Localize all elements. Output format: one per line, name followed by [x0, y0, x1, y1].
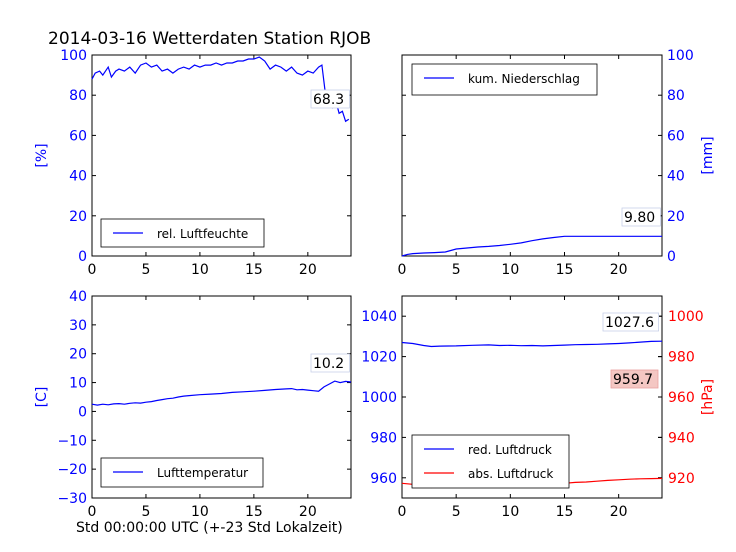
legend-label: rel. Luftfeuchte: [157, 227, 248, 241]
x-tick-label: 0: [398, 262, 407, 278]
panel-humidity: 0 5 10 15 20 0 20 40 60 80 100 [%] rel. Luftfeuchte 6…: [34, 48, 352, 278]
value-label-box: [602, 312, 659, 332]
panel-temperature: 0 5 10 15 20 −30 −20 −10 0 10 20 30 40 [C] Lufttempera…: [34, 289, 352, 520]
y-tick-label: 1040: [361, 309, 397, 325]
y-tick-label: −20: [57, 462, 87, 478]
value-label: 10.2: [313, 356, 344, 372]
y-tick-label: 20: [667, 209, 685, 225]
y-tick-label: 980: [370, 430, 397, 446]
series-line-rel-luftfeuchte: [91, 56, 350, 123]
y2-tick-label: 960: [668, 390, 695, 406]
legend-label: kum. Niederschlag: [468, 72, 580, 86]
x-tick-label: 10: [191, 262, 209, 278]
y-axis-label: [C]: [34, 387, 50, 408]
value-label-box: [310, 89, 350, 109]
series-line-lufttemperatur: [91, 380, 352, 406]
x-tick-label: 0: [398, 504, 407, 520]
legend: red. Luftdruck abs. Luftdruck: [411, 434, 570, 489]
y2-tick-label: 980: [668, 350, 695, 366]
value-label: 68.3: [313, 92, 344, 108]
y2-tick-label: 940: [668, 430, 695, 446]
x-tick-label: 15: [245, 504, 263, 520]
x-tick-label: 20: [610, 504, 628, 520]
y-tick-label: 20: [69, 347, 87, 363]
y-tick-label: 80: [69, 88, 87, 104]
x-tick-label: 0: [88, 504, 97, 520]
x-tick-label: 15: [556, 262, 574, 278]
y-axis-label: [%]: [34, 143, 50, 167]
value-label-box: [310, 353, 350, 373]
legend-box: [411, 434, 570, 489]
panel-pressure: 0 5 10 15 20 960 980 1000 1020 1040 920 940 960 980 10…: [361, 295, 716, 520]
figure-title: 2014-03-16 Wetterdaten Station RJOB: [48, 29, 371, 49]
legend-label: abs. Luftdruck: [468, 467, 553, 481]
y-tick-label: 20: [69, 209, 87, 225]
y-tick-label: 30: [69, 318, 87, 334]
y2-tick-label: 920: [668, 471, 695, 487]
panel-precipitation: 0 5 10 15 20 0 20 40 60 80 100 [mm] kum. Niederschla…: [398, 48, 716, 278]
y-tick-label: 960: [370, 471, 397, 487]
y-tick-label: 1020: [361, 350, 397, 366]
y-tick-label: 40: [667, 169, 685, 185]
value-label-box: [610, 369, 659, 389]
y-tick-label: 0: [78, 249, 87, 265]
figure-xlabel: Std 00:00:00 UTC (+-23 Std Lokalzeit): [76, 520, 343, 536]
x-tick-label: 5: [452, 504, 461, 520]
y-tick-label: 40: [69, 169, 87, 185]
legend: Lufttemperatur: [100, 457, 264, 488]
legend-label: Lufttemperatur: [157, 466, 248, 480]
value-label: 959.7: [613, 372, 653, 388]
x-tick-label: 15: [245, 262, 263, 278]
x-tick-label: 0: [88, 262, 97, 278]
y-tick-label: −30: [57, 491, 87, 507]
y-tick-label: 40: [69, 289, 87, 305]
y-tick-label: 10: [69, 376, 87, 392]
value-label-box: [621, 207, 661, 227]
y-tick-label: 1000: [361, 390, 397, 406]
x-tick-label: 5: [141, 504, 150, 520]
x-tick-label: 20: [299, 262, 317, 278]
value-label: 9.80: [624, 210, 655, 226]
x-tick-label: 15: [556, 504, 574, 520]
y2-tick-label: 1000: [668, 309, 704, 325]
y-axis-label: [mm]: [700, 136, 716, 174]
y-tick-label: 60: [667, 128, 685, 144]
x-tick-label: 5: [141, 262, 150, 278]
y-tick-label: 0: [667, 249, 676, 265]
x-tick-label: 20: [610, 262, 628, 278]
x-tick-label: 20: [299, 504, 317, 520]
legend-box: [100, 218, 265, 248]
legend: kum. Niederschlag: [411, 63, 598, 96]
x-tick-label: 10: [501, 262, 519, 278]
y-tick-label: −10: [57, 433, 87, 449]
legend-box: [411, 63, 598, 96]
y-tick-label: 0: [78, 404, 87, 420]
x-tick-label: 5: [452, 262, 461, 278]
y-axis-label: [hPa]: [700, 379, 716, 415]
series-line-kum-niederschlag: [401, 235, 662, 257]
x-tick-label: 10: [501, 504, 519, 520]
y-tick-label: 100: [60, 48, 87, 64]
y-tick-label: 80: [667, 88, 685, 104]
series-line-red-luftdruck: [401, 340, 663, 348]
x-tick-label: 10: [191, 504, 209, 520]
value-label: 1027.6: [605, 315, 654, 331]
y-tick-label: 60: [69, 128, 87, 144]
y-tick-label: 100: [667, 48, 694, 64]
legend-label: red. Luftdruck: [468, 443, 552, 457]
legend: rel. Luftfeuchte: [100, 218, 265, 248]
